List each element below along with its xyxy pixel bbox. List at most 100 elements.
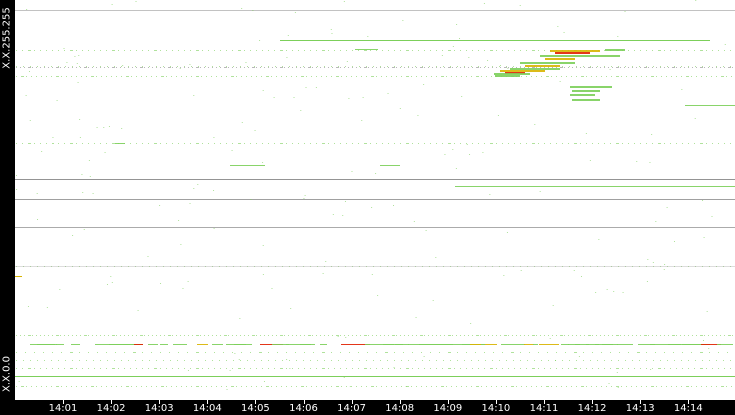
traffic-segment [236, 67, 237, 68]
traffic-segment [460, 143, 461, 144]
traffic-segment [275, 360, 276, 361]
traffic-segment [136, 50, 137, 51]
traffic-segment [284, 67, 285, 68]
traffic-segment [514, 143, 515, 144]
traffic-segment [196, 386, 199, 387]
traffic-segment [280, 143, 283, 144]
traffic-segment [200, 67, 201, 68]
traffic-segment [508, 368, 509, 369]
traffic-segment [187, 281, 189, 282]
traffic-segment [676, 386, 677, 387]
traffic-segment [70, 50, 73, 51]
traffic-segment [466, 368, 467, 369]
traffic-segment [574, 352, 577, 353]
traffic-segment [718, 143, 719, 144]
traffic-segment [114, 360, 115, 361]
traffic-segment [290, 308, 292, 309]
traffic-segment [52, 143, 53, 144]
traffic-segment [252, 335, 255, 336]
x-tick-mark [351, 400, 353, 404]
traffic-segment [56, 76, 59, 77]
traffic-segment [616, 372, 618, 373]
traffic-segment [331, 386, 332, 387]
traffic-segment [325, 261, 327, 262]
traffic-segment [256, 143, 257, 144]
traffic-segment [142, 50, 143, 51]
traffic-segment [456, 386, 457, 387]
traffic-segment [596, 76, 597, 77]
traffic-segment [576, 76, 577, 77]
traffic-segment [96, 76, 97, 77]
traffic-segment [238, 50, 241, 51]
traffic-segment [240, 67, 241, 68]
traffic-segment [454, 50, 455, 51]
traffic-segment [128, 266, 129, 267]
traffic-segment [400, 335, 401, 336]
traffic-segment [65, 360, 66, 361]
traffic-segment [720, 335, 721, 336]
traffic-segment [208, 143, 209, 144]
traffic-segment [176, 76, 177, 77]
traffic-segment [220, 50, 221, 51]
traffic-segment [64, 368, 65, 369]
traffic-segment [604, 67, 605, 68]
traffic-segment [277, 352, 278, 353]
x-tick-label: 14:01 [48, 403, 78, 414]
traffic-segment [56, 100, 58, 101]
traffic-segment [580, 67, 581, 68]
traffic-segment [448, 143, 451, 144]
traffic-segment [616, 386, 619, 387]
traffic-segment [651, 386, 654, 387]
traffic-segment [667, 266, 668, 267]
traffic-segment [280, 335, 283, 336]
traffic-segment [358, 368, 359, 369]
traffic-segment [712, 335, 713, 336]
traffic-segment [92, 335, 93, 336]
traffic-segment [695, 0, 697, 1]
traffic-segment [142, 360, 143, 361]
traffic-segment [660, 266, 661, 267]
traffic-segment [296, 360, 297, 361]
traffic-segment [51, 360, 52, 361]
traffic-segment [673, 352, 674, 353]
traffic-segment [211, 76, 212, 77]
traffic-segment [106, 50, 107, 51]
traffic-segment [37, 360, 38, 361]
traffic-segment [442, 50, 443, 51]
traffic-segment [534, 360, 535, 361]
traffic-segment [52, 143, 54, 144]
traffic-segment [387, 266, 388, 267]
traffic-segment [25, 95, 27, 96]
traffic-segment [219, 360, 220, 361]
traffic-segment [387, 66, 388, 67]
traffic-segment [485, 360, 486, 361]
traffic-segment [611, 76, 612, 77]
traffic-segment [232, 335, 233, 336]
traffic-segment [197, 344, 208, 345]
traffic-segment [376, 76, 377, 77]
traffic-segment [324, 360, 325, 361]
traffic-segment [459, 38, 461, 39]
traffic-segment [22, 368, 23, 369]
traffic-segment [528, 67, 529, 68]
traffic-segment [612, 335, 613, 336]
traffic-segment [196, 335, 199, 336]
traffic-segment [100, 67, 101, 68]
traffic-segment [709, 360, 710, 361]
traffic-segment [730, 266, 731, 267]
traffic-segment [464, 335, 465, 336]
traffic-segment [312, 67, 313, 68]
traffic-segment [519, 5, 521, 6]
traffic-segment [711, 386, 712, 387]
traffic-segment [146, 76, 147, 77]
traffic-segment [272, 67, 273, 68]
traffic-segment [664, 264, 666, 265]
traffic-segment [456, 335, 457, 336]
traffic-segment [548, 335, 549, 336]
traffic-segment [430, 368, 431, 369]
traffic-segment [472, 335, 473, 336]
traffic-segment [328, 368, 329, 369]
traffic-segment [301, 76, 304, 77]
traffic-segment [37, 344, 55, 345]
y-axis-bar: X.X.255.255 X.X.0.0 [0, 0, 15, 415]
